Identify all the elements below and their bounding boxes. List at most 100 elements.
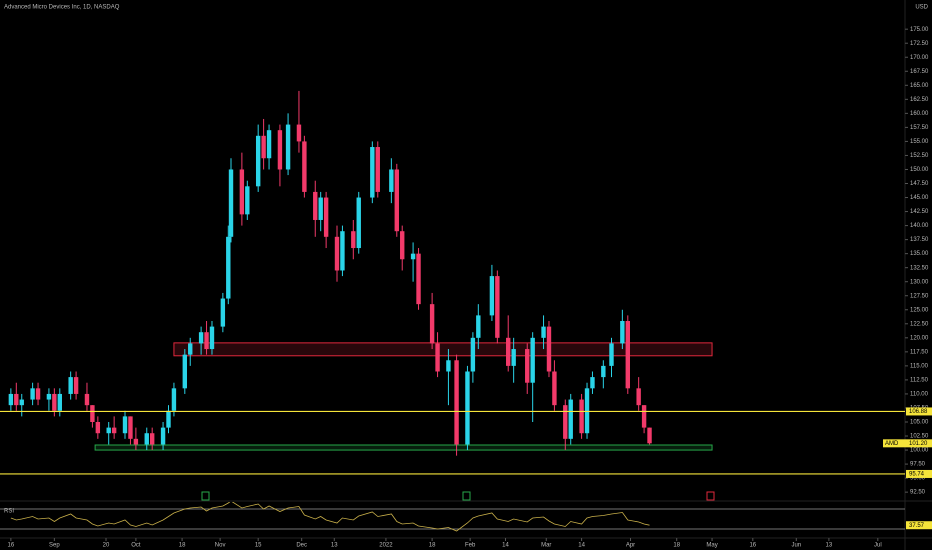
- candle-body: [149, 433, 155, 445]
- candle-body: [122, 416, 128, 434]
- x-tick-label: 18: [673, 543, 680, 549]
- candle-body: [204, 332, 209, 350]
- candle-body: [318, 197, 323, 220]
- candle-body: [52, 393, 57, 411]
- candle-body: [563, 405, 568, 439]
- x-tick-label: 20: [103, 543, 110, 549]
- candle-body: [73, 377, 79, 394]
- y-tick-label: 150.00: [910, 167, 929, 173]
- candle-body: [144, 433, 149, 445]
- event-markers: [201, 491, 715, 501]
- y-tick-label: 152.50: [910, 153, 929, 159]
- y-tick-label: 95.00: [910, 476, 926, 482]
- candle-body: [220, 298, 226, 327]
- candle-body: [160, 427, 166, 445]
- rsi-label: 37.57: [909, 523, 925, 529]
- y-tick-label: 97.50: [910, 462, 926, 468]
- candle-body: [511, 349, 516, 366]
- x-tick-label: Oct: [131, 543, 141, 549]
- y-tick-label: 175.00: [910, 27, 929, 33]
- candle-body: [584, 388, 590, 434]
- y-tick-label: 120.00: [910, 335, 929, 341]
- x-tick-label: 13: [331, 543, 338, 549]
- chart-title: Advanced Micro Devices Inc, 1D, NASDAQ: [4, 5, 120, 11]
- x-tick-label: 15: [255, 543, 262, 549]
- candle-body: [46, 393, 52, 400]
- event-marker[interactable]: [201, 491, 210, 501]
- y-tick-label: 162.50: [910, 97, 929, 103]
- y-tick-label: 165.00: [910, 83, 929, 89]
- candle-body: [410, 253, 416, 260]
- currency: USD: [915, 5, 928, 11]
- candle-body: [579, 399, 584, 434]
- candle-body: [30, 388, 35, 400]
- x-tick-label: 16: [8, 543, 15, 549]
- candle-body: [435, 343, 440, 372]
- candle-body: [552, 371, 557, 406]
- event-marker[interactable]: [706, 491, 715, 501]
- zone: [94, 444, 713, 451]
- candle-body: [601, 365, 606, 378]
- y-tick-label: 92.50: [910, 490, 926, 496]
- zone: [173, 342, 713, 357]
- candle-body: [375, 147, 380, 192]
- x-tick-label: 14: [502, 543, 509, 549]
- candle-body: [351, 231, 356, 249]
- candle-body: [465, 371, 470, 445]
- price-label: 106.88: [909, 409, 928, 415]
- x-tick-label: Nov: [215, 543, 226, 549]
- candle-body: [285, 124, 291, 170]
- candle-body: [198, 332, 204, 344]
- x-tick-label: 16: [749, 543, 756, 549]
- candle-body: [506, 337, 511, 366]
- candle-body: [266, 130, 272, 159]
- y-tick-label: 117.50: [910, 349, 929, 355]
- candle-body: [313, 191, 318, 220]
- candle-body: [228, 169, 234, 237]
- y-tick-label: 110.00: [910, 392, 929, 398]
- candle-body: [370, 147, 375, 198]
- candle-body: [106, 427, 111, 434]
- candle-body: [239, 169, 245, 215]
- rsi-pane: [0, 502, 905, 532]
- candle-body: [590, 377, 595, 389]
- y-tick-label: 155.00: [910, 139, 929, 145]
- candle-body: [14, 393, 19, 406]
- candle-body: [546, 326, 552, 372]
- y-tick-label: 145.00: [910, 195, 929, 201]
- last-price-box: [883, 439, 932, 448]
- candle-body: [209, 326, 215, 350]
- symbol-label: AMD: [885, 441, 899, 447]
- y-tick-label: 170.00: [910, 55, 929, 61]
- last-price-label: 101.20: [909, 441, 928, 447]
- candle-body: [568, 399, 573, 439]
- candle-body: [446, 360, 451, 372]
- y-tick-label: 142.50: [910, 209, 929, 215]
- candle-body: [8, 393, 14, 406]
- candle-body: [277, 130, 283, 170]
- candle-body: [84, 393, 90, 406]
- candle-body: [302, 141, 307, 192]
- candle-body: [641, 405, 647, 428]
- y-tick-label: 100.00: [910, 448, 929, 454]
- x-tick-label: Jul: [874, 543, 882, 549]
- candle-body: [133, 438, 139, 445]
- y-tick-label: 147.50: [910, 181, 929, 187]
- y-tick-label: 127.50: [910, 293, 929, 299]
- price-label-box: [906, 407, 932, 416]
- price-label-box: [906, 469, 932, 478]
- candle-body: [340, 231, 345, 271]
- candle-body: [188, 343, 193, 355]
- y-tick-label: 157.50: [910, 125, 929, 131]
- candle-body: [182, 354, 188, 389]
- y-tick-label: 130.00: [910, 279, 929, 285]
- x-tick-label: Dec: [296, 543, 307, 549]
- event-marker[interactable]: [462, 491, 471, 501]
- candle-body: [525, 349, 530, 383]
- candle-body: [620, 320, 625, 344]
- candle-body: [647, 427, 652, 444]
- y-tick-label: 102.50: [910, 434, 929, 440]
- candle-body: [416, 253, 421, 305]
- candle-body: [625, 320, 630, 389]
- candle-body: [19, 399, 24, 406]
